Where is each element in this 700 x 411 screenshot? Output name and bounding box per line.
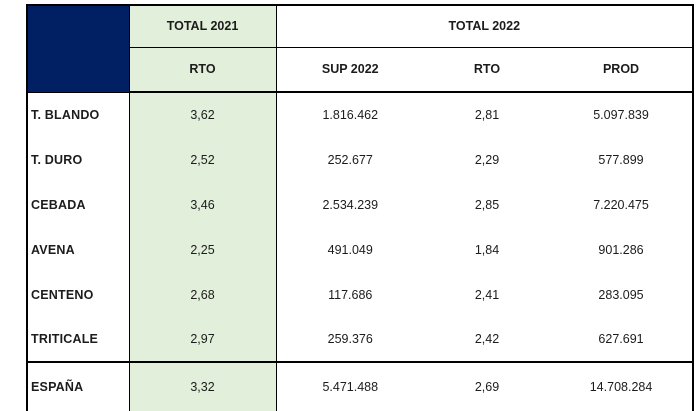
prod-cell: 627.691 xyxy=(598,332,644,346)
rto-2022-cell: 2,42 xyxy=(474,332,500,346)
row-label: CENTENO xyxy=(31,287,94,302)
header-row-metrics: RTO SUP 2022 RTO PROD xyxy=(27,47,694,93)
header-rto-2021: RTO xyxy=(128,47,277,93)
rto-2021-cell: 2,25 xyxy=(128,227,277,272)
corner-cell xyxy=(27,5,129,93)
table-row-t-blando: T. BLANDO 3,62 1.816.462 2,81 5.097.839 xyxy=(27,92,693,137)
header-rto-2022: RTO xyxy=(424,47,550,93)
header-total-2021: TOTAL 2021 xyxy=(128,5,277,48)
sup-2022-cell: 117.686 xyxy=(328,287,373,302)
row-label: T. BLANDO xyxy=(31,107,100,122)
table-row-espana-total: ESPAÑA 3,32 5.471.488 2,69 14.708.284 xyxy=(27,361,694,411)
rto-2021-cell: 2,97 xyxy=(128,317,277,362)
row-label: AVENA xyxy=(31,242,75,257)
rto-2022-cell: 2,81 xyxy=(474,108,500,122)
header-total-2022: TOTAL 2022 xyxy=(276,5,694,48)
rto-2022-cell: 2,85 xyxy=(474,197,500,212)
rto-2022-cell: 2,41 xyxy=(474,287,500,302)
table-row-cebada: CEBADA 3,46 2.534.239 2,85 7.220.475 xyxy=(27,182,693,227)
header-row-years: TOTAL 2021 TOTAL 2022 xyxy=(27,5,694,93)
sup-2022-cell: 1.816.462 xyxy=(322,108,379,122)
table-row-triticale: TRITICALE 2,97 259.376 2,42 627.691 xyxy=(27,317,693,362)
rto-2021-cell: 2,68 xyxy=(128,272,277,317)
sup-2022-cell: 5.471.488 xyxy=(276,361,424,411)
sup-2022-cell: 259.376 xyxy=(327,332,373,346)
header-prod: PROD xyxy=(550,47,694,93)
rto-2022-cell: 2,69 xyxy=(424,361,550,411)
sup-2022-cell: 491.049 xyxy=(327,242,373,257)
table-row-t-duro: T. DURO 2,52 252.677 2,29 577.899 xyxy=(27,137,693,182)
prod-cell: 901.286 xyxy=(598,242,644,257)
row-label: ESPAÑA xyxy=(27,361,129,411)
rto-2021-cell: 3,46 xyxy=(128,182,277,227)
prod-cell: 577.899 xyxy=(598,152,644,167)
table-row-avena: AVENA 2,25 491.049 1,84 901.286 xyxy=(27,227,693,272)
prod-cell: 283.095 xyxy=(598,287,644,302)
row-label: TRITICALE xyxy=(31,332,99,346)
crop-yield-table: TOTAL 2021 TOTAL 2022 RTO SUP 2022 RTO P… xyxy=(26,4,695,411)
row-label: CEBADA xyxy=(31,197,86,212)
header-sup-2022: SUP 2022 xyxy=(276,47,424,93)
prod-cell: 7.220.475 xyxy=(593,197,649,212)
rto-2022-cell: 1,84 xyxy=(474,242,500,257)
row-label: T. DURO xyxy=(31,152,83,167)
rto-2021-cell: 2,52 xyxy=(128,137,277,182)
sup-2022-cell: 252.677 xyxy=(327,152,373,167)
prod-cell: 5.097.839 xyxy=(593,108,649,122)
rto-2021-cell: 3,32 xyxy=(128,361,277,411)
rto-2022-cell: 2,29 xyxy=(474,152,500,167)
prod-cell: 14.708.284 xyxy=(550,361,694,411)
sup-2022-cell: 2.534.239 xyxy=(322,197,379,212)
table-row-centeno: CENTENO 2,68 117.686 2,41 283.095 xyxy=(27,272,693,317)
rto-2021-cell: 3,62 xyxy=(128,92,277,137)
